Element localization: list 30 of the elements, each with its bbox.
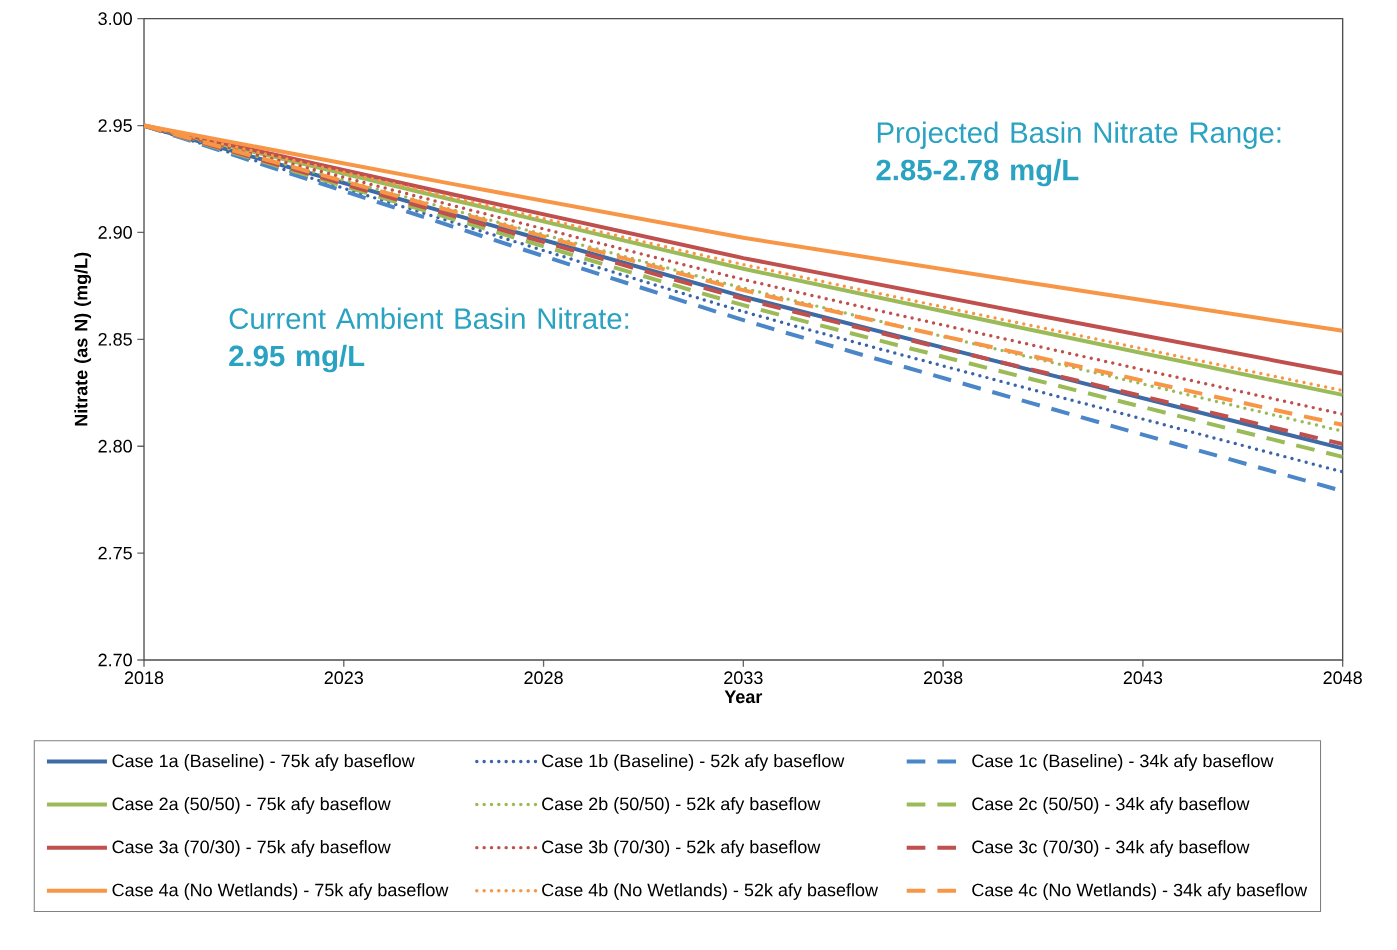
legend-label: Case 3c (70/30) - 34k afy baseflow (972, 840, 1250, 857)
y-tick-label: 2.80 (98, 439, 132, 453)
legend-label: Case 4b (No Wetlands) - 52k afy baseflow (542, 883, 879, 900)
y-tick-label: 2.85 (98, 332, 132, 346)
x-tick-label: 2043 (1123, 671, 1163, 685)
x-tick-label: 2033 (724, 671, 763, 685)
x-tick-label: 2018 (124, 671, 164, 685)
y-axis-title: Nitrate (as N) (mg/L) (74, 252, 92, 426)
y-tick-label: 2.90 (98, 226, 132, 239)
x-tick-label: 2038 (923, 671, 963, 685)
legend-label: Case 1a (Baseline) - 75k afy baseflow (112, 754, 415, 771)
y-tick-label: 2.70 (98, 653, 132, 667)
y-tick-label: 2.75 (98, 546, 132, 560)
legend-label: Case 2a (50/50) - 75k afy baseflow (112, 797, 391, 814)
annotation: Current Ambient Basin Nitrate: 2.95 mg/L (229, 307, 629, 373)
legend-label: Case 3a (70/30) - 75k afy baseflow (112, 840, 391, 857)
annotation: Projected Basin Nitrate Range: 2.85-2.78 mg/L (876, 121, 1281, 187)
legend-label: Case 1b (Baseline) - 52k afy baseflow (542, 754, 845, 771)
legend-label: Case 3b (70/30) - 52k afy baseflow (542, 840, 821, 857)
legend-label: Case 4a (No Wetlands) - 75k afy baseflow (112, 883, 449, 900)
x-axis-title: Year (724, 690, 763, 704)
x-tick-label: 2023 (324, 671, 364, 685)
y-tick-label: 3.00 (98, 12, 132, 26)
x-tick-label: 2028 (524, 671, 563, 685)
legend-label: Case 2c (50/50) - 34k afy baseflow (972, 797, 1250, 814)
legend-label: Case 1c (Baseline) - 34k afy baseflow (972, 754, 1274, 771)
x-tick-label: 2048 (1323, 671, 1362, 685)
y-tick-label: 2.95 (98, 119, 132, 132)
legend-label: Case 2b (50/50) - 52k afy baseflow (542, 797, 821, 814)
legend-label: Case 4c (No Wetlands) - 34k afy baseflow (972, 883, 1308, 900)
